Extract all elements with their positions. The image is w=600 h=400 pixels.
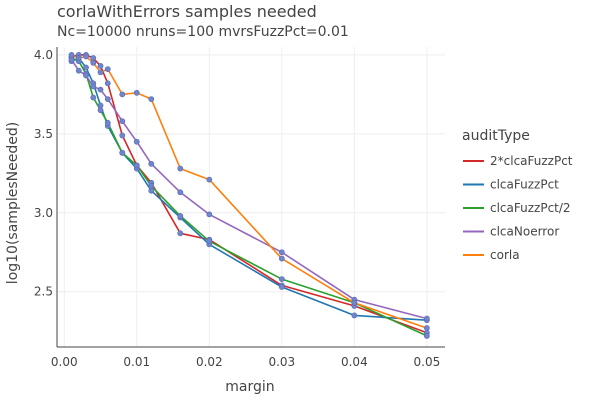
x-tick-label: 0.04 xyxy=(341,355,368,369)
data-point-clcanoerror xyxy=(177,189,184,196)
series-line-corla xyxy=(71,54,428,329)
data-point-clcafuzzpct-2 xyxy=(278,276,285,283)
series-line-2-clcafuzzpct xyxy=(71,54,428,334)
data-point-2-clcafuzzpct xyxy=(90,55,97,61)
data-point-corla xyxy=(90,59,97,66)
gridlines xyxy=(57,47,445,347)
x-tick-label: 0.01 xyxy=(123,355,150,369)
y-tick-label: 3.5 xyxy=(34,127,53,141)
legend-label: corla xyxy=(490,248,520,262)
x-tick-label: 0.00 xyxy=(51,355,78,369)
data-point-clcafuzzpct-2 xyxy=(104,119,111,126)
data-point-clcanoerror xyxy=(119,118,126,125)
legend-item-corla: corla xyxy=(463,248,520,262)
series-lines xyxy=(70,54,428,337)
data-point-clcafuzzpct-2 xyxy=(148,183,155,189)
data-point-corla xyxy=(68,51,75,58)
data-point-clcafuzzpct xyxy=(351,312,358,319)
data-point-clcanoerror xyxy=(278,249,285,256)
data-point-clcafuzzpct-2 xyxy=(206,238,213,245)
legend-label: 2*clcaFuzzPct xyxy=(490,154,573,168)
data-point-corla xyxy=(133,89,140,96)
data-point-2-clcafuzzpct xyxy=(177,230,184,237)
data-point-corla xyxy=(119,91,126,98)
legend-label: clcaNoerror xyxy=(490,225,559,239)
legend-title: auditType xyxy=(462,128,530,144)
y-tick-label: 2.5 xyxy=(34,285,53,299)
legend-label: clcaFuzzPct xyxy=(490,178,559,192)
data-point-clcafuzzpct xyxy=(148,187,155,194)
data-point-corla xyxy=(278,255,285,262)
data-point-clcanoerror xyxy=(423,315,430,322)
chart-subtitle: Nc=10000 nruns=100 mvrsFuzzPct=0.01 xyxy=(57,24,349,40)
x-tick-label: 0.03 xyxy=(268,355,295,369)
data-point-clcanoerror xyxy=(83,72,89,79)
data-point-clcafuzzpct xyxy=(97,102,104,109)
data-point-corla xyxy=(423,325,430,331)
data-point-corla xyxy=(97,69,104,76)
x-tick-labels: 0.00 0.01 0.02 0.03 0.04 0.05 xyxy=(51,355,440,369)
y-axis-label: log10(samplesNeeded) xyxy=(5,122,21,284)
data-point-clcafuzzpct xyxy=(83,64,89,71)
series-line-clcafuzzpct xyxy=(71,57,427,321)
data-point-corla xyxy=(177,165,184,172)
data-point-clcanoerror xyxy=(90,83,97,90)
legend: auditType 2*clcaFuzzPct clcaFuzzPct clcaFu… xyxy=(462,128,573,262)
data-point-clcafuzzpct-2 xyxy=(177,213,184,219)
data-point-clcanoerror xyxy=(68,56,75,63)
data-point-corla xyxy=(104,66,111,73)
data-point-clcanoerror xyxy=(148,160,155,167)
y-tick-label: 4.0 xyxy=(34,48,53,62)
data-point-clcanoerror xyxy=(133,138,140,145)
data-point-clcafuzzpct-2 xyxy=(423,333,430,339)
y-tick-labels: 2.5 3.0 3.5 4.0 xyxy=(34,48,53,299)
data-point-clcanoerror xyxy=(75,67,82,74)
data-point-2-clcafuzzpct xyxy=(97,63,104,69)
axes xyxy=(56,47,445,348)
data-point-corla xyxy=(206,176,213,183)
data-point-corla xyxy=(83,53,89,60)
data-point-clcafuzzpct xyxy=(278,284,285,290)
legend-label: clcaFuzzPct/2 xyxy=(490,201,571,215)
chart-title: corlaWithErrors samples needed xyxy=(57,2,317,21)
data-point-corla xyxy=(148,96,155,103)
x-axis-label: margin xyxy=(225,379,274,395)
data-point-corla xyxy=(351,299,358,306)
data-point-clcanoerror xyxy=(206,211,213,218)
data-point-clcanoerror xyxy=(97,86,104,93)
data-point-2-clcafuzzpct xyxy=(104,80,111,87)
legend-item-clcanoerror: clcaNoerror xyxy=(463,225,559,239)
y-tick-label: 3.0 xyxy=(34,206,53,220)
x-tick-label: 0.05 xyxy=(414,355,441,369)
markers xyxy=(68,51,430,339)
data-point-clcafuzzpct-2 xyxy=(133,162,140,169)
series-line-clcafuzzpct-2 xyxy=(71,57,428,337)
legend-item-clcafuzzpct: clcaFuzzPct xyxy=(463,178,559,192)
series-line-clcanoerror xyxy=(70,59,428,320)
data-point-2-clcafuzzpct xyxy=(119,132,126,139)
legend-item-2-clcafuzzpct: 2*clcaFuzzPct xyxy=(463,154,573,168)
data-point-clcanoerror xyxy=(104,96,111,103)
data-point-corla xyxy=(75,55,82,61)
legend-item-clcafuzzpct-2: clcaFuzzPct/2 xyxy=(463,201,571,215)
x-tick-label: 0.02 xyxy=(196,355,223,369)
data-point-clcafuzzpct-2 xyxy=(119,149,126,156)
data-point-clcafuzzpct-2 xyxy=(90,94,97,101)
data-point-clcafuzzpct-2 xyxy=(97,107,104,114)
